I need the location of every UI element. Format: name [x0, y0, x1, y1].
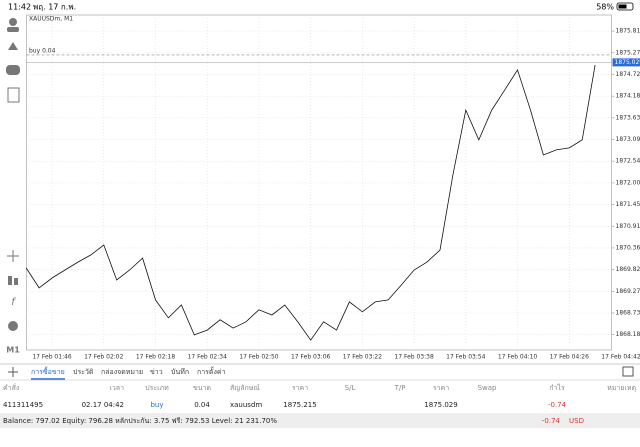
- tab[interactable]: การซื้อขาย: [31, 365, 65, 376]
- order-label: buy 0.04: [29, 47, 56, 54]
- icon-candle[interactable]: [8, 276, 12, 285]
- tab[interactable]: ข่าว: [150, 368, 163, 376]
- y-tick-label: 1870.365: [616, 244, 640, 251]
- tab[interactable]: บันทึก: [171, 367, 189, 376]
- x-tick-label: 17 Feb 04:42: [601, 354, 640, 361]
- column-header: Swap: [478, 384, 497, 392]
- status-time: 11:42: [8, 3, 31, 12]
- summary-bar: [0, 413, 640, 428]
- y-tick-label: 1868.730: [616, 309, 640, 316]
- x-tick-label: 17 Feb 03:38: [394, 354, 434, 361]
- column-header: ราคา: [433, 384, 449, 392]
- layout-button[interactable]: [622, 366, 634, 377]
- cell: 1875.215: [283, 401, 316, 409]
- y-tick-label: 1869.820: [616, 266, 640, 273]
- chart-symbol: XAUUSDm, M1: [29, 16, 73, 23]
- cell: buy: [150, 401, 163, 409]
- icon-trade[interactable]: [8, 42, 18, 50]
- toolbar: f M1: [6, 18, 20, 355]
- icon-candle-2: [14, 278, 18, 285]
- x-tick-label: 17 Feb 02:34: [188, 354, 228, 361]
- tab[interactable]: การตั้งค่า: [197, 365, 226, 376]
- price-line-series: [25, 65, 596, 341]
- y-tick-label: 1869.275: [616, 288, 640, 295]
- cell: 411311495: [3, 401, 43, 409]
- chart-frame: [26, 14, 612, 351]
- summary-text: Balance: 797.02 Equity: 796.28 หลักประกั…: [3, 417, 277, 425]
- cell: xauusdm: [230, 401, 262, 409]
- add-button[interactable]: [8, 367, 18, 377]
- summary-profit: -0.74: [542, 417, 561, 425]
- cell: 02.17 04:42: [82, 401, 124, 409]
- tab[interactable]: กล่องจดหมาย: [101, 368, 143, 376]
- price-tag: [612, 58, 640, 67]
- x-tick-label: 17 Feb 02:02: [84, 354, 124, 361]
- column-header: T/P: [394, 384, 406, 392]
- icon-objects[interactable]: [8, 321, 18, 331]
- x-tick-label: 17 Feb 02:18: [136, 354, 176, 361]
- y-tick-label: 1873.635: [616, 114, 640, 121]
- battery-level: [618, 4, 627, 9]
- y-tick-label: 1868.185: [616, 331, 640, 338]
- icon-indicators[interactable]: f: [11, 297, 16, 308]
- column-header: กำไร: [549, 383, 565, 392]
- icon-chat[interactable]: [6, 65, 20, 75]
- column-header: ประเภท: [145, 384, 169, 392]
- column-header: ราคา: [292, 384, 308, 392]
- cell: -0.74: [548, 401, 567, 409]
- x-tick-label: 17 Feb 04:10: [498, 354, 538, 361]
- column-header: สัญลักษณ์: [230, 384, 260, 392]
- summary-currency: USD: [569, 417, 584, 425]
- x-tick-label: 17 Feb 03:22: [343, 354, 383, 361]
- y-tick-label: 1875.270: [616, 49, 640, 56]
- price-label: 1875.029: [615, 59, 640, 66]
- column-header: เวลา: [109, 384, 124, 392]
- y-tick-label: 1871.455: [616, 201, 640, 208]
- icon-timeframe[interactable]: M1: [6, 346, 20, 355]
- y-tick-label: 1874.180: [616, 93, 640, 100]
- column-header: คำสั่ง: [3, 383, 19, 392]
- y-tick-label: 1872.545: [616, 158, 640, 165]
- column-header: ขนาด: [193, 384, 211, 392]
- x-tick-label: 17 Feb 04:26: [550, 354, 590, 361]
- y-tick-label: 1875.815: [616, 28, 640, 35]
- icon-account[interactable]: [9, 18, 17, 26]
- battery-icon: [616, 2, 634, 11]
- status-battery: 58%: [596, 3, 614, 12]
- y-tick-label: 1873.090: [616, 136, 640, 143]
- y-tick-label: 1870.910: [616, 223, 640, 230]
- tab[interactable]: ประวัติ: [73, 368, 94, 376]
- cell: 0.04: [194, 401, 210, 409]
- cell: 1875.029: [424, 401, 457, 409]
- icon-new[interactable]: [7, 87, 20, 103]
- y-tick-label: 1872.000: [616, 179, 640, 186]
- x-tick-label: 17 Feb 01:46: [32, 354, 72, 361]
- x-tick-label: 17 Feb 02:50: [239, 354, 279, 361]
- x-tick-label: 17 Feb 03:54: [446, 354, 486, 361]
- status-date: พฤ. 17 ก.พ.: [33, 3, 76, 12]
- icon-account-body: [7, 27, 19, 32]
- column-header: S/L: [345, 384, 356, 392]
- column-header: หมายเหตุ: [607, 384, 636, 392]
- icon-crosshair[interactable]: [7, 250, 19, 262]
- y-tick-label: 1874.725: [616, 71, 640, 78]
- x-tick-label: 17 Feb 03:06: [291, 354, 331, 361]
